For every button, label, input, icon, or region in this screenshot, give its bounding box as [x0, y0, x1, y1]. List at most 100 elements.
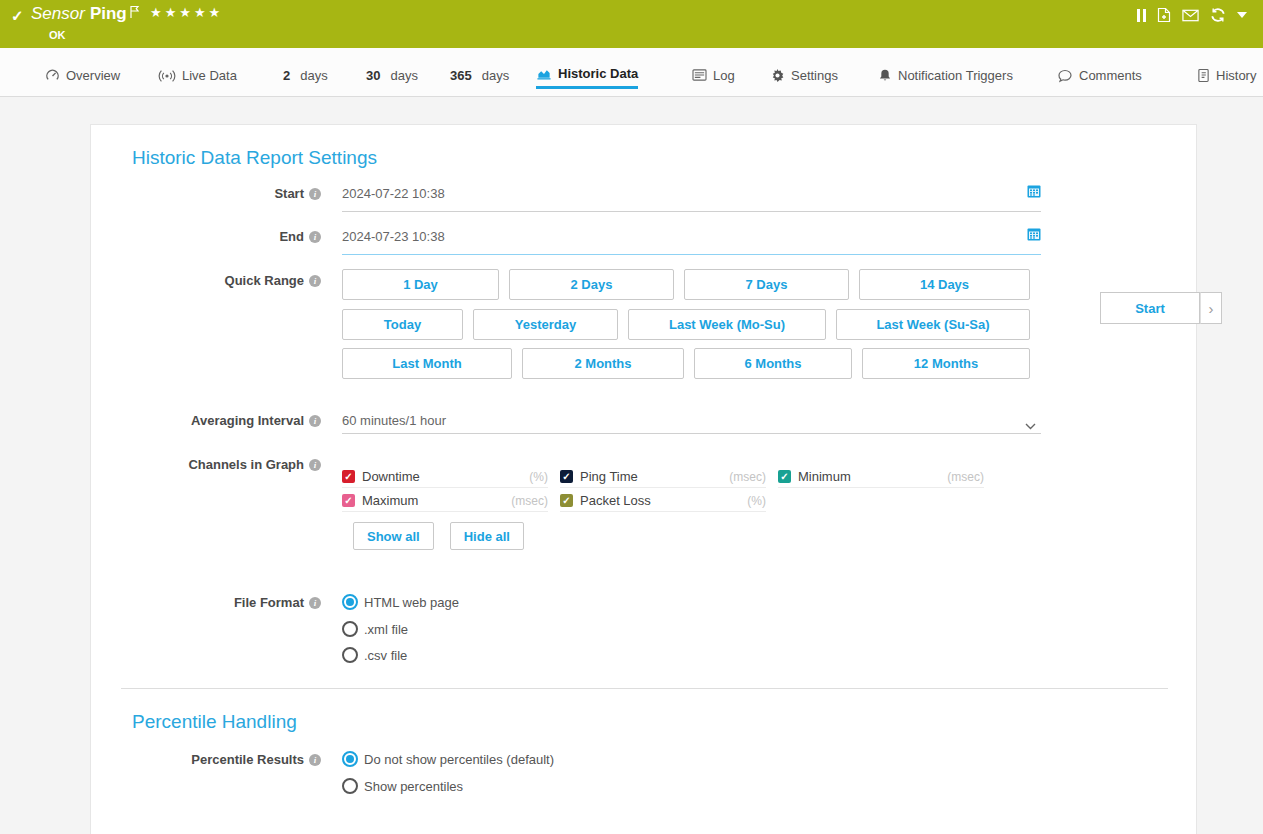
- file-format-label: File Formati: [91, 595, 321, 610]
- info-icon[interactable]: i: [309, 188, 321, 200]
- page-title: SensorPing: [31, 4, 127, 24]
- quick-range-14-days-button[interactable]: 14 Days: [859, 269, 1030, 300]
- info-icon[interactable]: i: [309, 754, 321, 766]
- percentile-option-show[interactable]: Show percentiles: [342, 777, 463, 795]
- historic-data-settings-card: Historic Data Report Settings Start i 202…: [90, 124, 1197, 834]
- channels-in-graph-label: Channels in Graphi: [91, 457, 321, 472]
- percentile-option-none[interactable]: Do not show percentiles (default): [342, 750, 554, 768]
- quick-range-2-days-button[interactable]: 2 Days: [509, 269, 674, 300]
- sensor-status-badge: OK: [49, 29, 66, 41]
- tab-365-days[interactable]: 365days: [450, 62, 509, 89]
- checkbox-checked-icon[interactable]: ✓: [560, 470, 573, 483]
- quick-range-row-3: Last Month 2 Months 6 Months 12 Months: [342, 348, 1030, 379]
- history-note-icon: [1197, 68, 1210, 83]
- channel-maximum[interactable]: ✓ Maximum (msec): [342, 490, 548, 512]
- quick-range-7-days-button[interactable]: 7 Days: [684, 269, 849, 300]
- tab-notification-triggers[interactable]: Notification Triggers: [878, 62, 1013, 89]
- quick-range-last-week-mo-su-button[interactable]: Last Week (Mo-Su): [628, 309, 826, 340]
- info-icon[interactable]: i: [309, 597, 321, 609]
- file-format-option-html[interactable]: HTML web page: [342, 593, 459, 611]
- quick-range-12-months-button[interactable]: 12 Months: [862, 348, 1030, 379]
- checkbox-checked-icon[interactable]: ✓: [342, 494, 355, 507]
- info-icon[interactable]: i: [309, 459, 321, 471]
- percentile-results-label: Percentile Resultsi: [91, 752, 321, 767]
- channel-downtime[interactable]: ✓ Downtime (%): [342, 466, 548, 488]
- info-icon[interactable]: i: [309, 275, 321, 287]
- section-divider: [121, 688, 1168, 689]
- tab-history[interactable]: History: [1197, 62, 1256, 89]
- hide-all-button[interactable]: Hide all: [450, 522, 524, 550]
- channel-bulk-buttons: Show all Hide all: [353, 522, 524, 550]
- channel-unit: (%): [529, 470, 548, 484]
- chevron-right-button[interactable]: ›: [1200, 292, 1222, 324]
- end-date-input[interactable]: 2024-07-23 10:38: [342, 229, 445, 244]
- radio-icon[interactable]: [342, 778, 358, 794]
- averaging-interval-select[interactable]: 60 minutes/1 hour: [342, 413, 446, 428]
- broadcast-icon: [158, 69, 176, 83]
- quick-range-last-month-button[interactable]: Last Month: [342, 348, 512, 379]
- radio-icon[interactable]: [342, 621, 358, 637]
- tab-comments[interactable]: Comments: [1057, 62, 1142, 89]
- file-format-option-xml[interactable]: .xml file: [342, 620, 408, 638]
- tab-historic-data[interactable]: Historic Data: [536, 62, 638, 89]
- radio-icon[interactable]: [342, 647, 358, 663]
- priority-stars[interactable]: ★★★★★: [150, 5, 223, 20]
- chevron-down-icon[interactable]: [1025, 416, 1036, 434]
- quick-range-last-week-su-sa-button[interactable]: Last Week (Su-Sa): [836, 309, 1030, 340]
- channel-minimum[interactable]: ✓ Minimum (msec): [778, 466, 984, 488]
- tab-30-days[interactable]: 30days: [366, 62, 418, 89]
- status-ok-check-icon: ✓: [11, 7, 24, 25]
- email-icon[interactable]: [1182, 7, 1199, 23]
- averaging-field-underline: [342, 433, 1041, 434]
- tab-overview[interactable]: Overview: [45, 62, 120, 89]
- tab-2-days[interactable]: 2days: [283, 62, 328, 89]
- radio-selected-icon[interactable]: [342, 751, 358, 767]
- info-icon[interactable]: i: [309, 231, 321, 243]
- flag-icon[interactable]: [129, 5, 140, 23]
- tab-live-data[interactable]: Live Data: [158, 62, 237, 89]
- end-field-label: Endi: [91, 229, 321, 244]
- dropdown-caret-icon[interactable]: [1237, 12, 1247, 18]
- info-icon[interactable]: i: [309, 415, 321, 427]
- header-toolbar: [1137, 7, 1247, 23]
- quick-range-row-1: 1 Day 2 Days 7 Days 14 Days: [342, 269, 1030, 300]
- end-field-underline: [342, 254, 1041, 255]
- tab-settings[interactable]: Settings: [770, 62, 838, 89]
- quick-range-label: Quick Rangei: [91, 273, 321, 288]
- channel-unit: (msec): [947, 470, 984, 484]
- start-report-button[interactable]: Start: [1100, 292, 1200, 324]
- pause-icon[interactable]: [1137, 7, 1146, 23]
- quick-range-6-months-button[interactable]: 6 Months: [694, 348, 852, 379]
- checkbox-checked-icon[interactable]: ✓: [342, 470, 355, 483]
- quick-range-row-2: Today Yesterday Last Week (Mo-Su) Last W…: [342, 309, 1030, 340]
- channel-ping-time[interactable]: ✓ Ping Time (msec): [560, 466, 766, 488]
- section-title-report-settings: Historic Data Report Settings: [132, 147, 377, 169]
- speech-bubble-icon: [1057, 69, 1073, 83]
- tab-log[interactable]: Log: [692, 62, 735, 89]
- bell-icon: [878, 68, 892, 83]
- sensor-header: ✓ SensorPing ★★★★★ OK: [0, 0, 1263, 48]
- quick-range-2-months-button[interactable]: 2 Months: [522, 348, 684, 379]
- channel-unit: (msec): [511, 494, 548, 508]
- channel-toggle-grid: ✓ Downtime (%) ✓ Ping Time (msec) ✓ Mini…: [342, 466, 984, 512]
- start-field-underline: [342, 211, 1041, 212]
- refresh-icon[interactable]: [1210, 7, 1226, 23]
- radio-selected-icon[interactable]: [342, 594, 358, 610]
- calendar-icon[interactable]: [1027, 227, 1041, 245]
- file-format-option-csv[interactable]: .csv file: [342, 646, 407, 664]
- show-all-button[interactable]: Show all: [353, 522, 434, 550]
- checkbox-checked-icon[interactable]: ✓: [560, 494, 573, 507]
- add-report-icon[interactable]: [1157, 7, 1171, 23]
- quick-range-today-button[interactable]: Today: [342, 309, 463, 340]
- run-report-panel: Start ›: [1100, 292, 1222, 324]
- gear-icon: [770, 68, 785, 83]
- sensor-type-label: Sensor: [31, 4, 85, 23]
- channel-packet-loss[interactable]: ✓ Packet Loss (%): [560, 490, 766, 512]
- quick-range-1-day-button[interactable]: 1 Day: [342, 269, 499, 300]
- log-list-icon: [692, 69, 707, 82]
- quick-range-yesterday-button[interactable]: Yesterday: [473, 309, 618, 340]
- start-date-input[interactable]: 2024-07-22 10:38: [342, 186, 445, 201]
- calendar-icon[interactable]: [1027, 184, 1041, 202]
- checkbox-checked-icon[interactable]: ✓: [778, 470, 791, 483]
- channel-unit: (%): [747, 494, 766, 508]
